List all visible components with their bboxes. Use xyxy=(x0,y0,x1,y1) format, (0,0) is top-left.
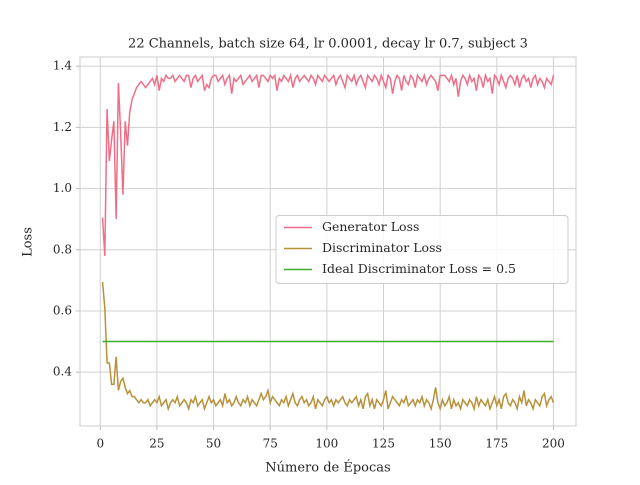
plot-frame xyxy=(79,56,577,427)
legend: Generator Loss Discriminator Loss Ideal Di… xyxy=(275,215,569,284)
y-tick-label: 1.2 xyxy=(53,120,72,134)
x-tick-label: 50 xyxy=(206,437,221,451)
x-axis-label: Número de Épocas xyxy=(265,460,390,476)
x-tick-label: 200 xyxy=(542,437,565,451)
y-axis-label: Loss xyxy=(21,227,36,257)
x-tick-label: 0 xyxy=(96,437,104,451)
chart-title: 22 Channels, batch size 64, lr 0.0001, d… xyxy=(128,37,528,52)
x-tick-label: 125 xyxy=(372,437,395,451)
y-tick-label: 0.8 xyxy=(53,242,72,256)
y-tick-label: 1.4 xyxy=(53,59,72,73)
series-line xyxy=(101,281,555,412)
x-tick-label: 25 xyxy=(149,437,164,451)
y-tick-label: 0.6 xyxy=(53,303,72,317)
x-tick-label: 175 xyxy=(485,437,508,451)
series-line xyxy=(101,72,555,256)
legend-label: Ideal Discriminator Loss = 0.5 xyxy=(322,261,516,276)
x-tick-label: 150 xyxy=(429,437,452,451)
x-tick-label: 100 xyxy=(315,437,338,451)
legend-box xyxy=(275,215,569,284)
x-tick-label: 75 xyxy=(263,437,278,451)
legend-label: Discriminator Loss xyxy=(322,240,442,255)
y-tick-label: 1.0 xyxy=(53,181,72,195)
legend-label: Generator Loss xyxy=(322,219,419,234)
y-tick-label: 0.4 xyxy=(53,365,72,379)
